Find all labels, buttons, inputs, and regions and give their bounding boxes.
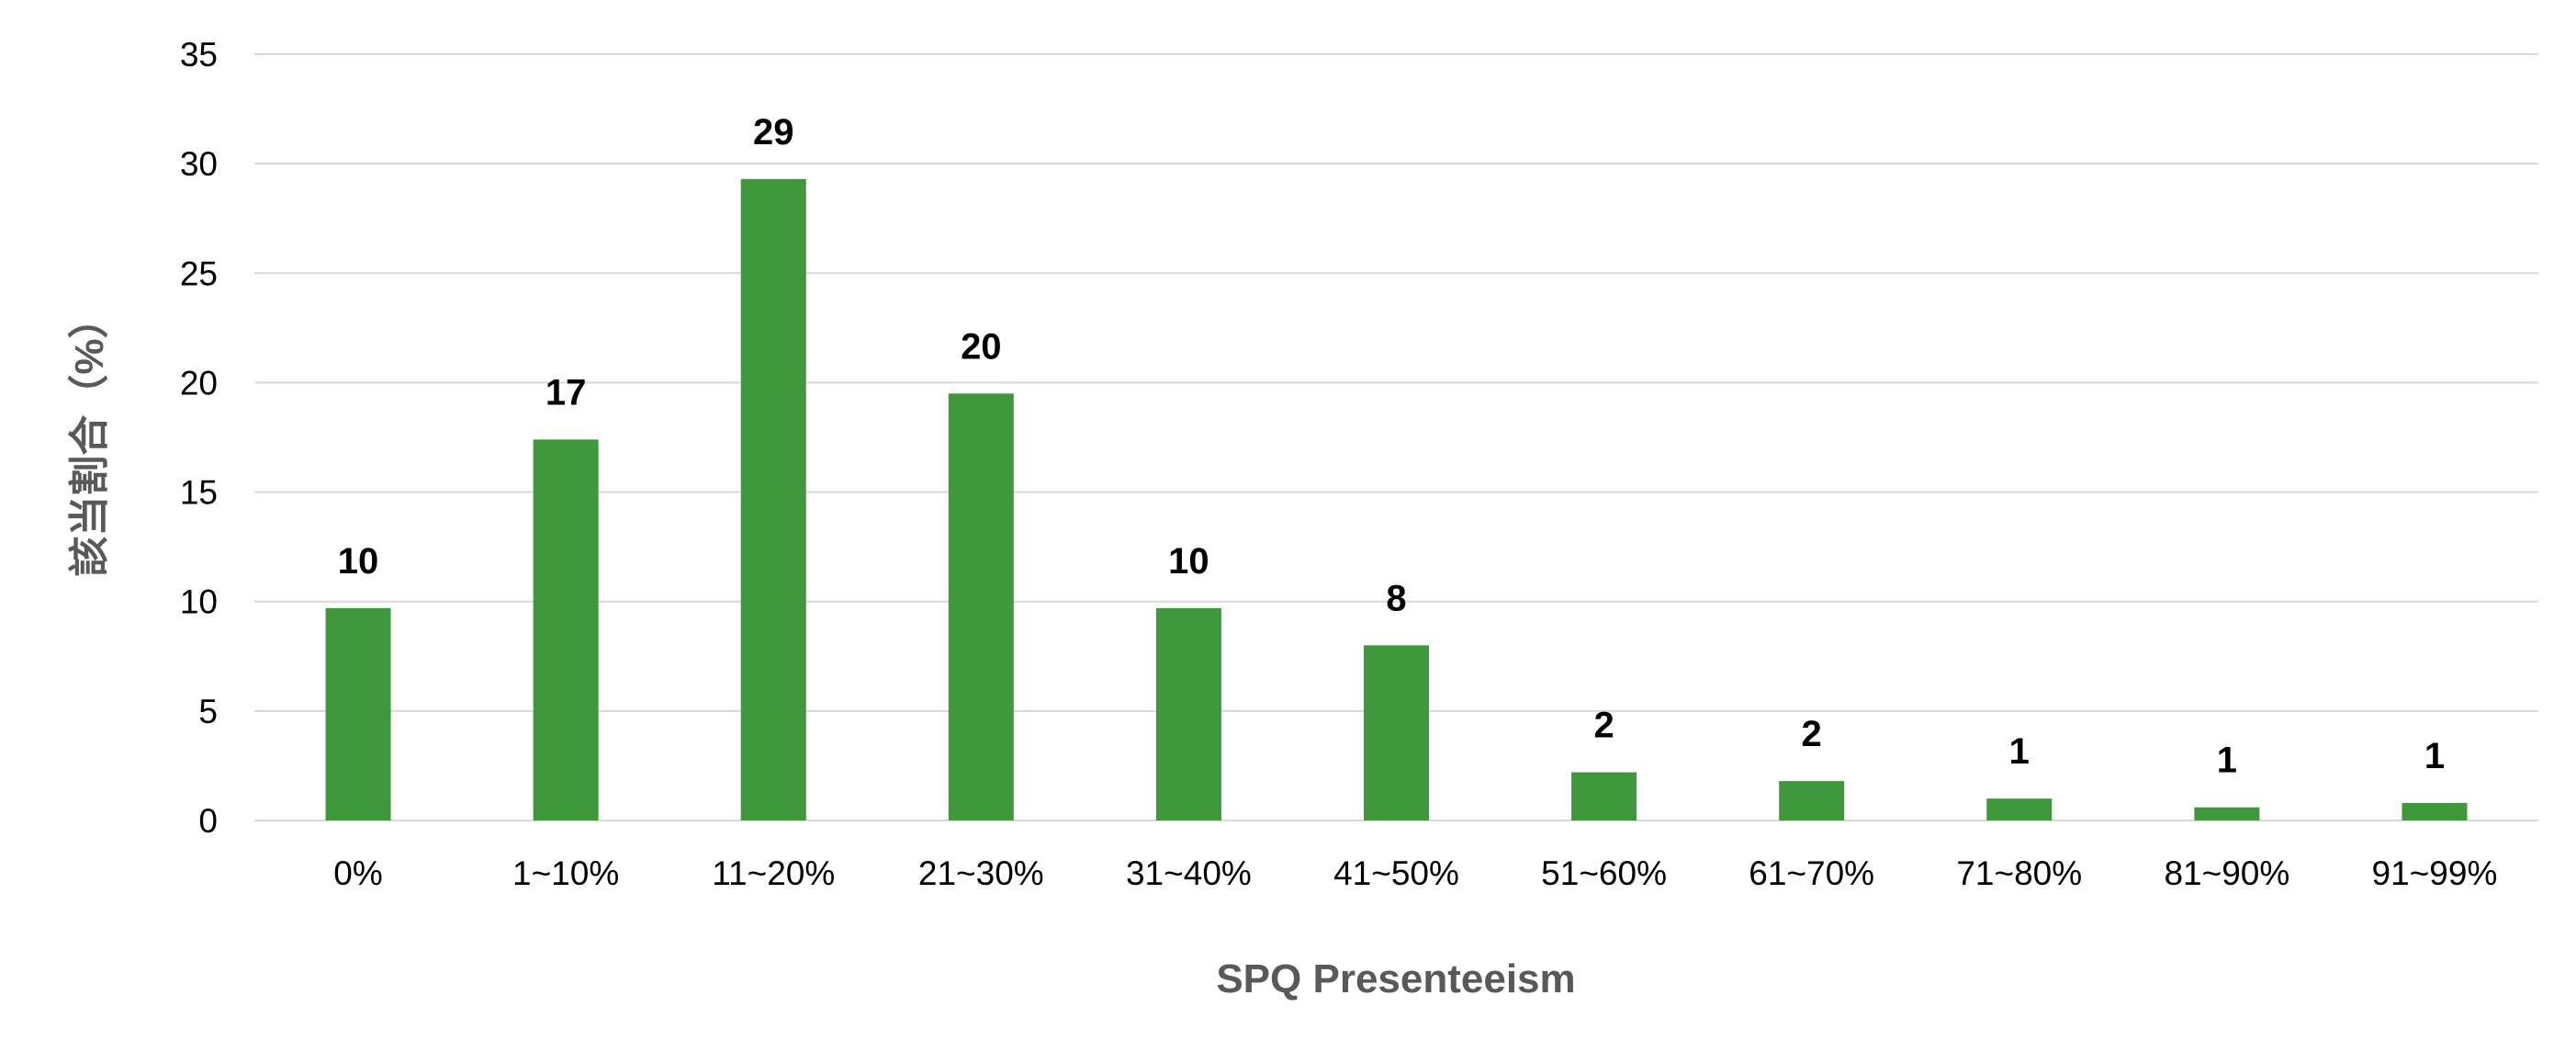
bar (325, 607, 391, 820)
bar (1364, 645, 1429, 820)
data-label: 1 (2424, 736, 2445, 776)
bar (2194, 807, 2260, 820)
y-tick-label: 30 (180, 145, 218, 183)
x-tick-label: 41~50% (1333, 854, 1459, 892)
bar (1986, 798, 2053, 820)
x-tick-label: 11~20% (712, 854, 835, 892)
data-label: 17 (546, 372, 587, 413)
data-label: 29 (753, 112, 794, 153)
x-tick-label: 1~10% (512, 854, 619, 892)
y-tick-label: 25 (180, 255, 218, 292)
data-label: 2 (1802, 714, 1822, 754)
y-tick-label: 5 (198, 693, 218, 730)
x-axis-title: SPQ Presenteeism (1216, 956, 1575, 1001)
y-axis-ticks: 0 5 10 15 20 25 30 35 (180, 36, 218, 840)
bar (1779, 781, 1845, 820)
y-tick-label: 0 (198, 802, 218, 840)
data-label: 10 (338, 541, 379, 582)
y-tick-label: 35 (180, 36, 218, 74)
x-tick-label: 31~40% (1126, 854, 1252, 892)
x-tick-label: 81~90% (2164, 854, 2289, 892)
x-axis-ticks: 0% 1~10% 11~20% 21~30% 31~40% 41~50% 51~60% 61~… (333, 854, 2497, 892)
y-axis-title: 該当割合（%） (67, 298, 112, 576)
x-tick-label: 91~99% (2372, 854, 2498, 892)
data-labels: 10 17 29 20 10 8 2 2 1 1 1 (338, 112, 2445, 781)
bar (1155, 607, 1221, 820)
x-tick-label: 51~60% (1541, 854, 1667, 892)
y-tick-label: 20 (180, 364, 218, 402)
x-tick-label: 71~80% (1956, 854, 2082, 892)
gridlines (254, 53, 2538, 821)
bar (948, 393, 1014, 820)
bar (533, 439, 599, 820)
data-label: 20 (961, 326, 1002, 367)
data-label: 1 (2217, 741, 2237, 781)
data-label: 2 (1593, 706, 1614, 746)
y-tick-label: 10 (180, 583, 218, 621)
x-tick-label: 21~30% (918, 854, 1044, 892)
data-label: 8 (1386, 578, 1406, 618)
x-tick-label: 0% (333, 854, 382, 892)
bar (1571, 772, 1637, 820)
x-tick-label: 61~70% (1749, 854, 1874, 892)
y-tick-label: 15 (180, 474, 218, 512)
data-label: 1 (2009, 731, 2030, 772)
bar (2402, 802, 2468, 820)
bars (325, 178, 2468, 820)
bar (740, 178, 806, 820)
data-label: 10 (1168, 541, 1209, 582)
